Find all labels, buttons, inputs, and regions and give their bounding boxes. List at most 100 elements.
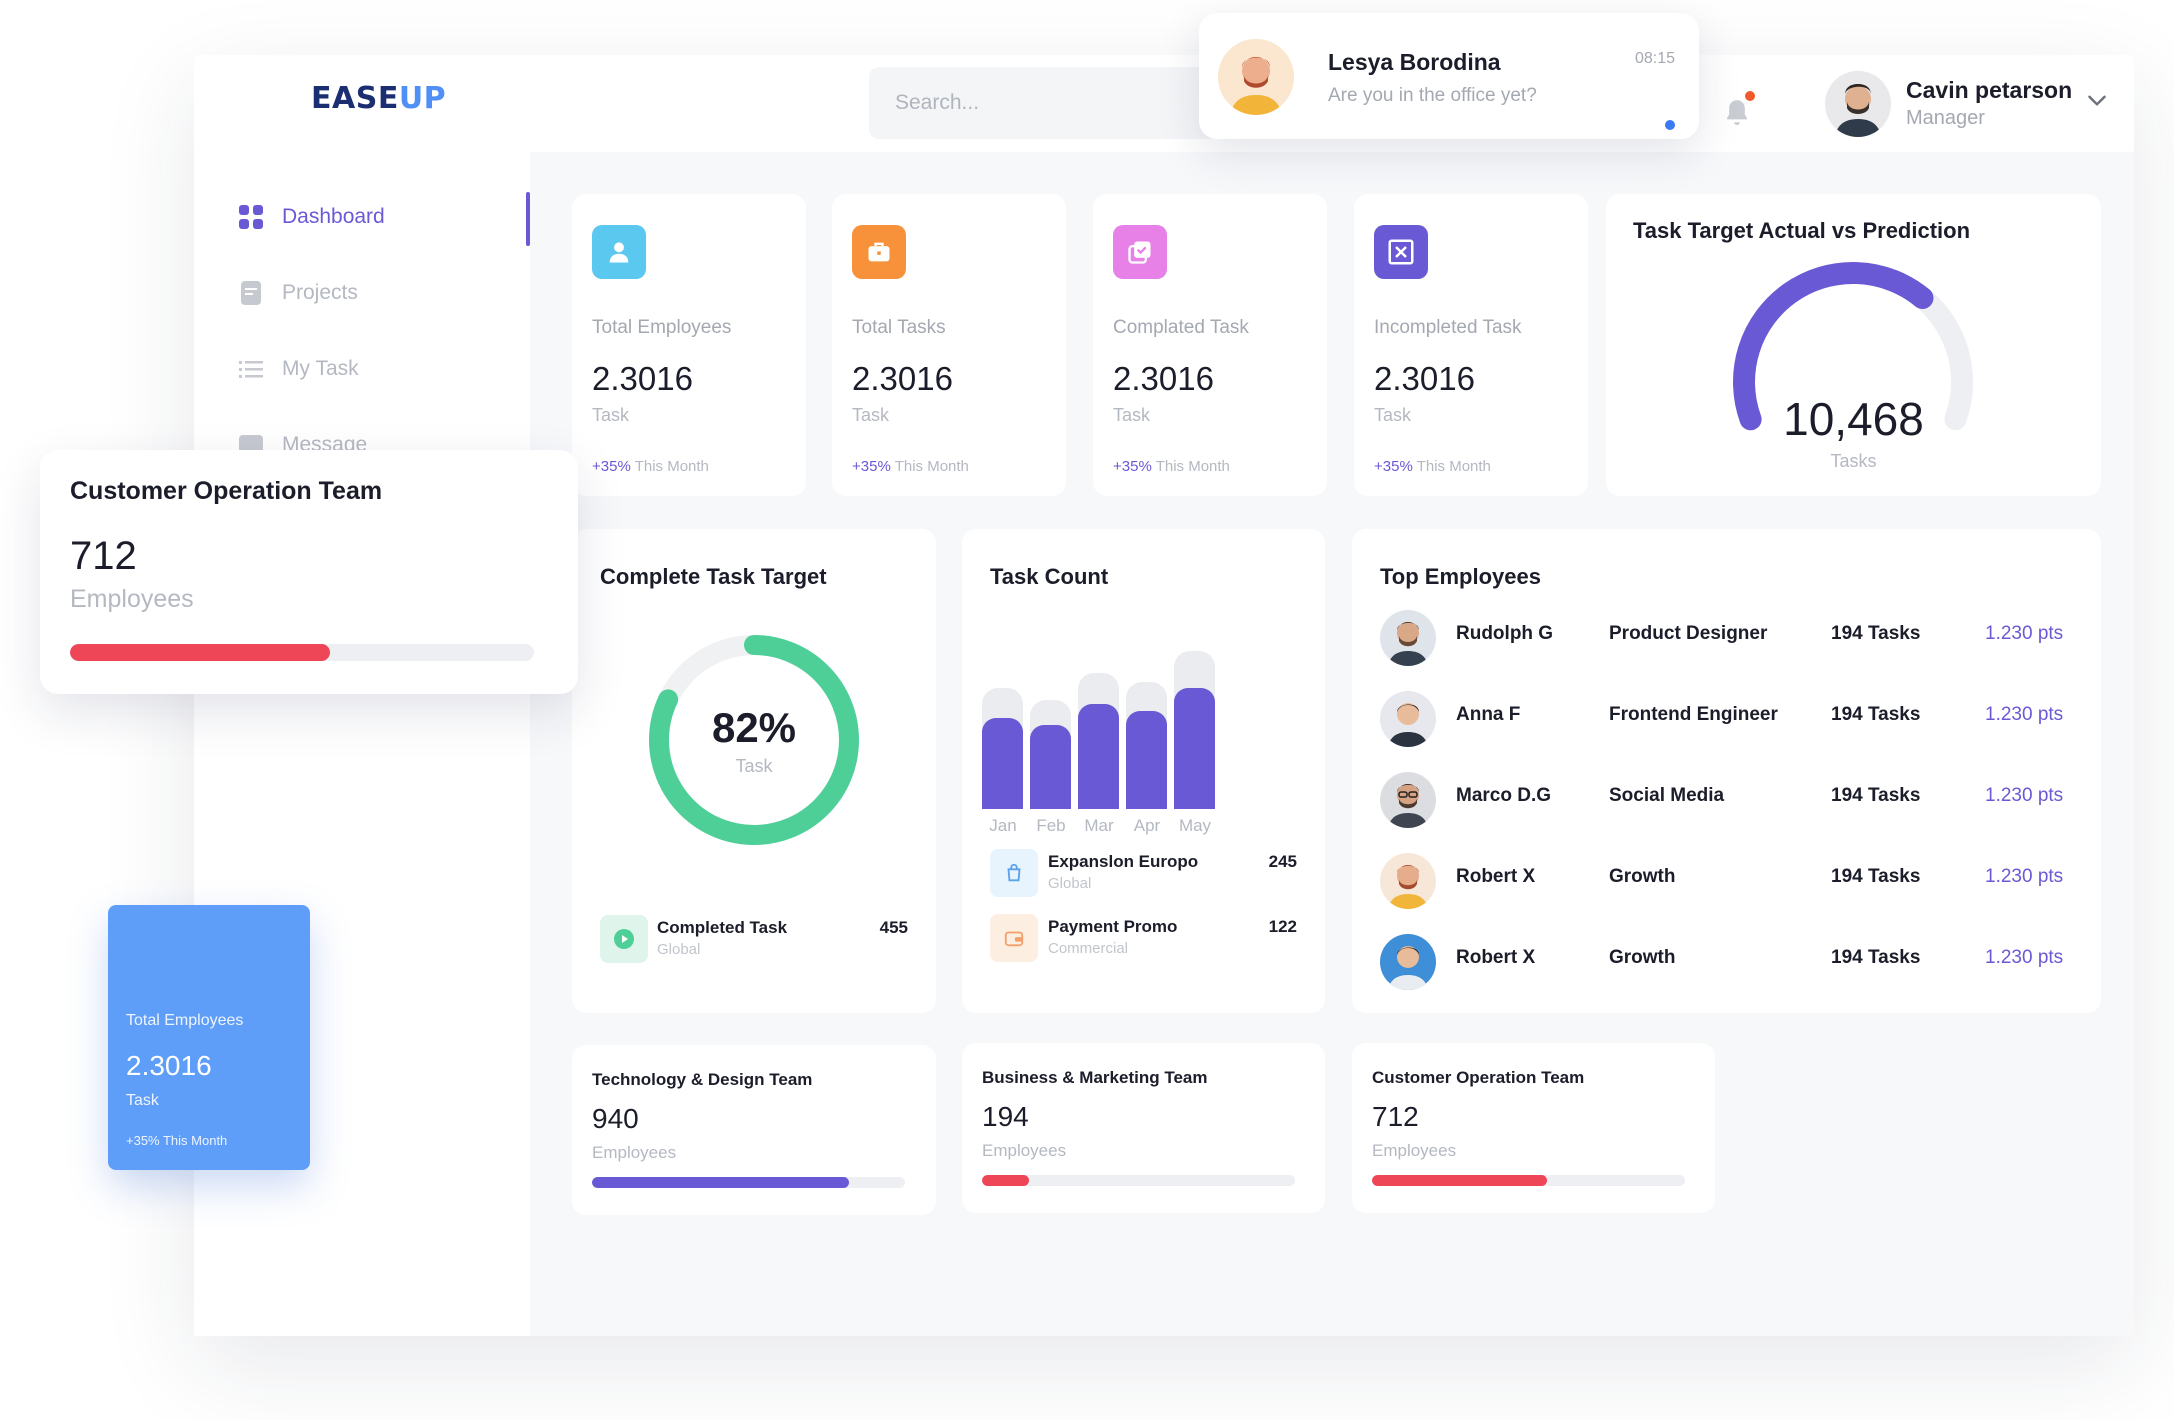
sender-name: Lesya Borodina [1328,49,1501,75]
employee-name: Marco D.G [1456,785,1552,806]
bar-label-may: May [1178,816,1212,835]
employee-role: Growth [1609,947,1676,968]
stat-delta: +35% This Month [126,1133,228,1148]
sidebar-item-label: Projects [282,281,358,304]
stat-unit: Task [592,405,630,425]
sender-avatar [1218,39,1294,115]
stat-card-total-employees[interactable]: Total Employees 2.3016 Task +35% This Mo… [572,194,806,496]
legend-value: 455 [879,918,908,937]
employee-points: 1.230 pts [1985,704,2064,725]
notification-bell-icon[interactable] [1720,91,1755,131]
bar-mar[interactable] [1078,704,1119,809]
stat-delta: +35% This Month [852,458,969,475]
chevron-down-icon[interactable] [2084,87,2110,113]
team-title: Customer Operation Team [70,477,383,505]
card-title: Complete Task Target [600,564,827,589]
floating-stat-card[interactable]: Total Employees 2.3016 Task +35% This Mo… [108,905,310,1170]
employee-name: Rudolph G [1456,623,1554,644]
stat-unit: Task [1113,405,1151,425]
avatar [1380,610,1436,666]
sidebar-item-my-task[interactable]: My Task [238,356,359,382]
top-bar: EASEUP Search... Cavin petarson Manager [194,55,2134,152]
stat-label: Incompleted Task [1374,317,1522,338]
legend-sub: Global [1048,875,1092,892]
team-title: Customer Operation Team [1372,1068,1585,1087]
bar-jan[interactable] [982,717,1023,809]
top-employees-card: Top Employees Rudolph G Product Designer… [1352,529,2101,1013]
logo[interactable]: EASEUP [311,81,447,116]
employee-name: Robert X [1456,947,1536,968]
user-name: Cavin petarson [1906,77,2073,103]
card-title: Task Count [990,564,1109,589]
stat-delta: +35% This Month [592,458,709,475]
employee-tasks: 194 Tasks [1831,866,1921,887]
employee-points: 1.230 pts [1985,623,2064,644]
stat-unit: Task [126,1092,159,1109]
sidebar-item-label: Dashboard [282,205,385,228]
team-unit: Employees [592,1143,677,1162]
sidebar-item-projects[interactable]: Projects [238,280,358,306]
team-title: Business & Marketing Team [982,1068,1208,1087]
employee-name: Anna F [1456,704,1521,725]
employee-tasks: 194 Tasks [1831,623,1921,644]
team-card-customer-operation[interactable]: Customer Operation Team 712 Employees [1352,1043,1715,1213]
sidebar-item-label: My Task [282,357,359,380]
legend-name: Payment Promo [1048,917,1178,936]
gauge-fill [1733,262,1934,431]
employee-points: 1.230 pts [1985,785,2064,806]
floating-team-card[interactable]: Customer Operation Team 712 Employees [40,450,578,694]
legend-sub: Global [657,941,701,958]
legend-name: Completed Task [657,918,788,937]
team-card-business-marketing[interactable]: Business & Marketing Team 194 Employees [962,1043,1325,1213]
stat-value: 2.3016 [1113,360,1214,397]
team-title: Technology & Design Team [592,1070,813,1089]
grid-icon [238,204,264,230]
gauge-card: Task Target Actual vs Prediction 10,468 … [1606,194,2101,496]
card-title: Top Employees [1380,564,1541,589]
user-avatar[interactable] [1825,71,1891,137]
active-indicator [526,192,530,246]
message-preview: Are you in the office yet? [1328,85,1537,106]
avatar [1380,691,1436,747]
stat-label: Total Employees [592,317,732,338]
bag-icon [990,849,1038,897]
sidebar-item-dashboard[interactable]: Dashboard [238,204,385,230]
stat-card-completed-task[interactable]: Complated Task 2.3016 Task +35% This Mon… [1093,194,1327,496]
team-unit: Employees [1372,1141,1457,1160]
bar-feb[interactable] [1030,725,1071,809]
team-unit: Employees [70,585,194,613]
dashboard-window: EASEUP Search... Cavin petarson Manager … [194,55,2134,1336]
search-placeholder: Search... [895,91,980,114]
team-card-technology-design[interactable]: Technology & Design Team 940 Employees [572,1045,936,1215]
team-progress [70,644,534,661]
play-icon [600,915,648,963]
team-progress [982,1175,1295,1186]
message-notification[interactable]: Lesya Borodina Are you in the office yet… [1199,13,1699,139]
stat-label: Complated Task [1113,317,1249,338]
stat-card-incompleted-task[interactable]: Incompleted Task 2.3016 Task +35% This M… [1354,194,1588,496]
employee-points: 1.230 pts [1985,947,2064,968]
employee-tasks: 194 Tasks [1831,704,1921,725]
stat-delta: +35% This Month [1374,458,1491,475]
message-icon [238,432,264,458]
team-progress-fill [982,1175,1029,1186]
gauge-chart [1733,262,1973,431]
team-progress [1372,1175,1685,1186]
team-progress-fill [1372,1175,1548,1186]
bar-may[interactable] [1174,688,1215,809]
stat-unit: Task [852,405,890,425]
donut-chart [649,635,859,845]
team-progress-fill [70,644,330,661]
bar-label-jan: Jan [989,816,1017,835]
legend-value: 245 [1268,852,1297,871]
legend-name: Expanslon Europo [1048,852,1199,871]
message-time: 08:15 [1634,50,1675,67]
team-count: 194 [982,1101,1029,1132]
stat-card-total-tasks[interactable]: Total Tasks 2.3016 Task +35% This Month [832,194,1066,496]
stat-value: 2.3016 [852,360,953,397]
briefcase-icon [852,225,906,279]
employee-role: Social Media [1609,785,1725,806]
team-progress-fill [592,1177,849,1188]
gauge-value: 10,468 [1783,393,1924,445]
bar-apr[interactable] [1126,711,1167,809]
